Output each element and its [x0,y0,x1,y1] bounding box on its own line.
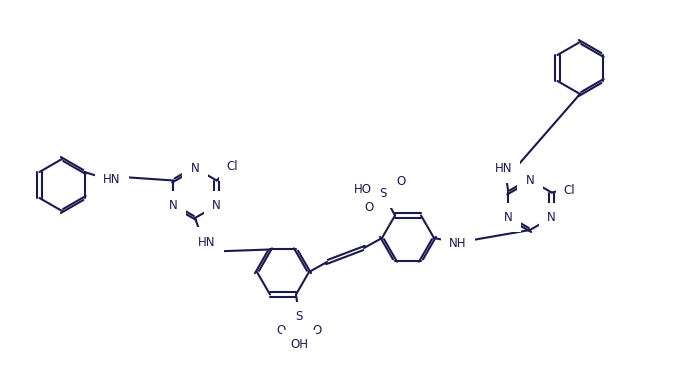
Text: O: O [396,175,406,188]
Text: N: N [169,199,178,212]
Text: N: N [190,162,199,174]
Text: OH: OH [290,338,308,351]
Text: HN: HN [495,162,512,175]
Text: HO: HO [354,183,372,196]
Text: HN: HN [199,236,216,249]
Text: O: O [277,324,285,337]
Text: O: O [312,324,322,337]
Text: N: N [526,174,534,187]
Text: Cl: Cl [564,184,575,197]
Text: Cl: Cl [227,160,238,173]
Text: NH: NH [450,236,467,249]
Text: S: S [295,310,303,323]
Text: N: N [504,211,513,224]
Text: O: O [364,201,374,214]
Text: HN: HN [103,172,120,185]
Text: N: N [212,199,221,212]
Text: N: N [547,211,556,224]
Text: S: S [380,187,387,200]
